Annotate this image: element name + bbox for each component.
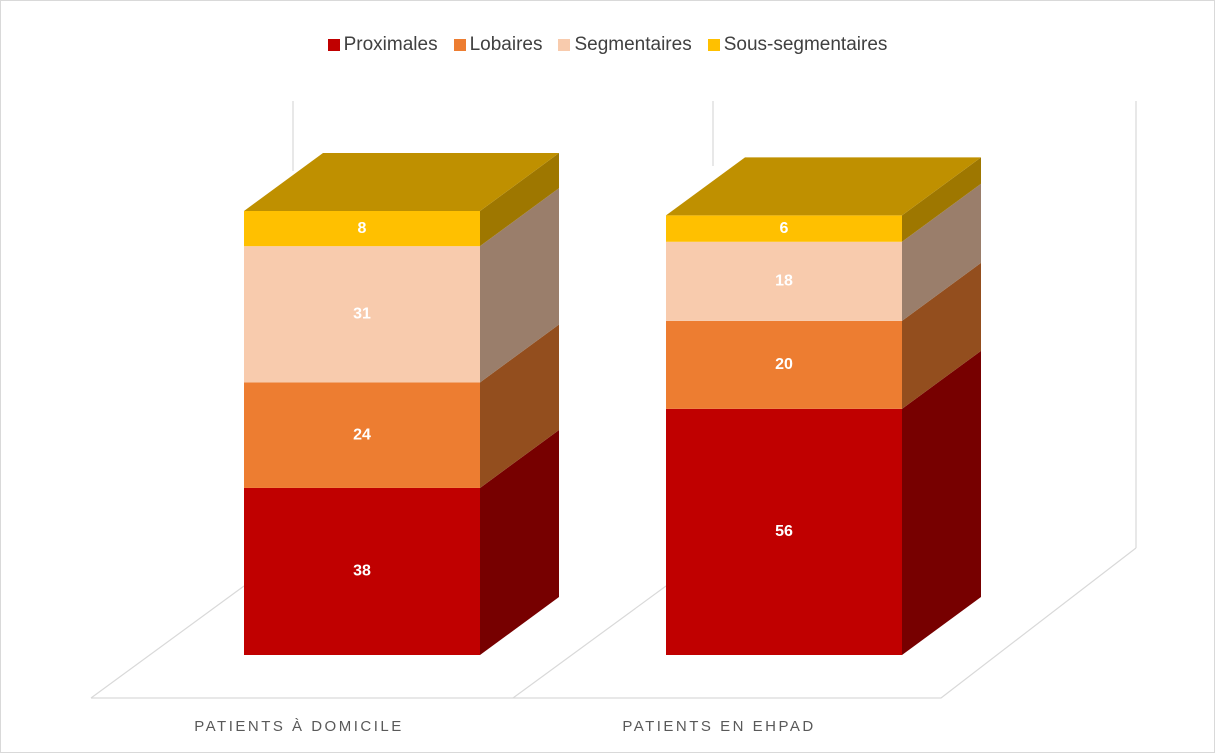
- data-label: 6: [780, 220, 789, 237]
- legend-swatch: [327, 39, 340, 51]
- legend-label: Proximales: [343, 34, 438, 55]
- floor-edge: [512, 585, 667, 699]
- data-label: 20: [775, 356, 793, 373]
- bar: [666, 320, 902, 409]
- legend-item: Segmentaires: [558, 34, 692, 56]
- floor: [90, 101, 1137, 699]
- bar-side: [902, 183, 981, 321]
- legend-item: Proximales: [327, 34, 438, 56]
- legend-swatch: [453, 39, 466, 51]
- legend-label: Segmentaires: [574, 34, 692, 55]
- bar: [244, 211, 480, 247]
- bar: [244, 382, 480, 488]
- bar-top: [244, 153, 559, 211]
- x-tick-label: PATIENTS À DOMICILE: [194, 718, 403, 735]
- bar: [666, 215, 902, 242]
- x-tick-label: PATIENTS EN EHPAD: [622, 718, 815, 735]
- bar-side: [480, 429, 559, 655]
- data-label: 8: [358, 220, 367, 237]
- bar-side: [480, 324, 559, 488]
- data-label: 38: [353, 563, 371, 580]
- floor-edge: [91, 547, 1137, 699]
- legend-label: Sous-segmentaires: [723, 34, 888, 55]
- floor-edge: [90, 585, 245, 699]
- data-label: 56: [775, 523, 793, 540]
- bar: [244, 487, 480, 655]
- legend-swatch: [707, 39, 720, 51]
- legend: Proximales Lobaires Segmentaires Sous-segme…: [1, 34, 1214, 56]
- data-label: 24: [353, 426, 371, 443]
- legend-item: Lobaires: [453, 34, 543, 56]
- bar: [666, 408, 902, 655]
- bar-side: [902, 157, 981, 242]
- legend-swatch: [558, 39, 571, 51]
- bar-side: [480, 153, 559, 247]
- data-label: 31: [353, 306, 371, 323]
- bar-side: [902, 262, 981, 409]
- legend-item: Sous-segmentaires: [707, 34, 888, 56]
- bar: [244, 246, 480, 383]
- bar-top: [666, 157, 981, 216]
- bar: [666, 241, 902, 321]
- data-label: 18: [775, 273, 793, 290]
- bar-side: [902, 350, 981, 655]
- legend-label: Lobaires: [469, 34, 543, 55]
- bar-side: [480, 188, 559, 383]
